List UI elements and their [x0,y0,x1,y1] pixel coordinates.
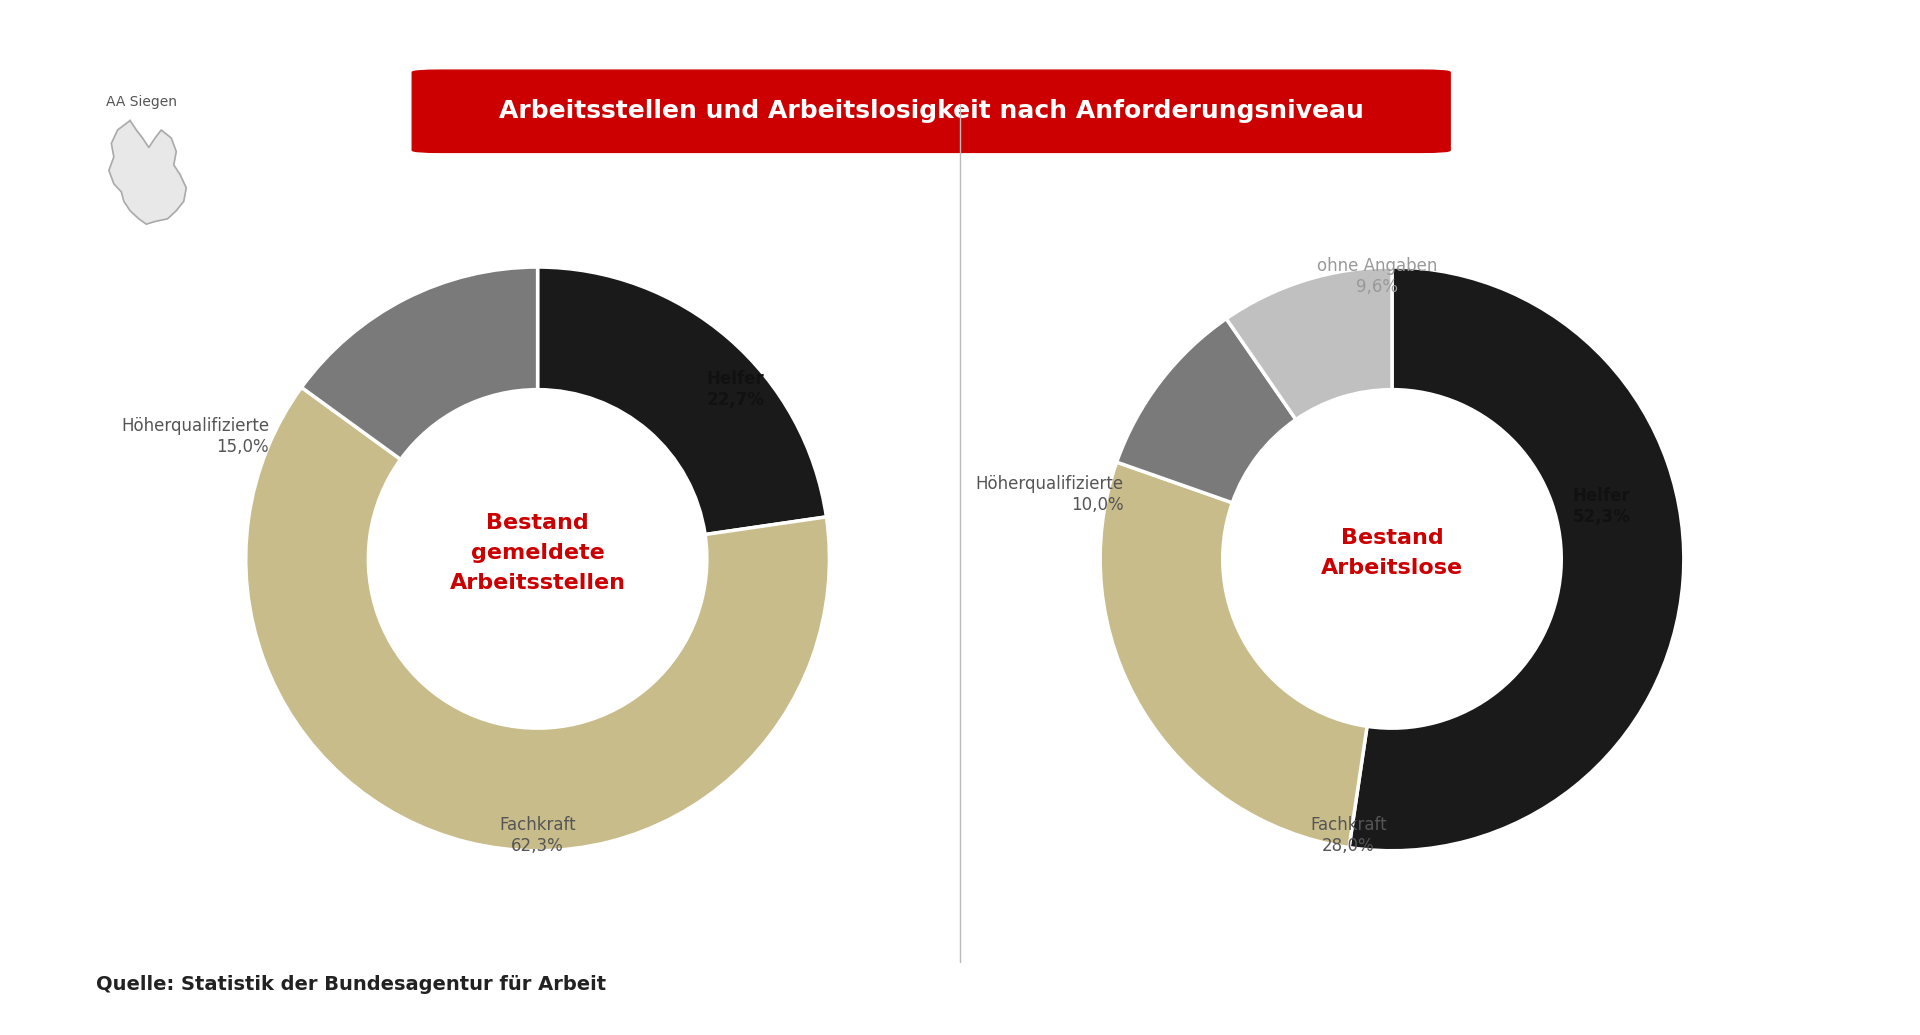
Text: Helfer
22,7%: Helfer 22,7% [707,371,764,409]
Polygon shape [109,121,186,225]
Text: Fachkraft
62,3%: Fachkraft 62,3% [499,816,576,855]
Text: Quelle: Statistik der Bundesagentur für Arbeit: Quelle: Statistik der Bundesagentur für … [96,975,607,994]
Text: Bestand
Arbeitslose: Bestand Arbeitslose [1321,528,1463,578]
Text: Höherqualifizierte
15,0%: Höherqualifizierte 15,0% [121,417,269,455]
Text: AA Siegen: AA Siegen [106,94,177,109]
Wedge shape [538,267,826,534]
Wedge shape [1117,319,1296,503]
Text: ohne Angaben
9,6%: ohne Angaben 9,6% [1317,258,1438,296]
Text: Arbeitsstellen und Arbeitslosigkeit nach Anforderungsniveau: Arbeitsstellen und Arbeitslosigkeit nach… [499,99,1363,123]
Wedge shape [1100,462,1367,848]
Wedge shape [1227,267,1392,419]
Wedge shape [246,387,829,851]
Wedge shape [1350,267,1684,851]
Text: Helfer
52,3%: Helfer 52,3% [1572,487,1630,526]
Text: Höherqualifizierte
10,0%: Höherqualifizierte 10,0% [975,475,1123,514]
Wedge shape [301,267,538,460]
Text: Bestand
gemeldete
Arbeitsstellen: Bestand gemeldete Arbeitsstellen [449,513,626,593]
Text: Fachkraft
28,0%: Fachkraft 28,0% [1309,816,1386,855]
FancyBboxPatch shape [413,70,1450,152]
